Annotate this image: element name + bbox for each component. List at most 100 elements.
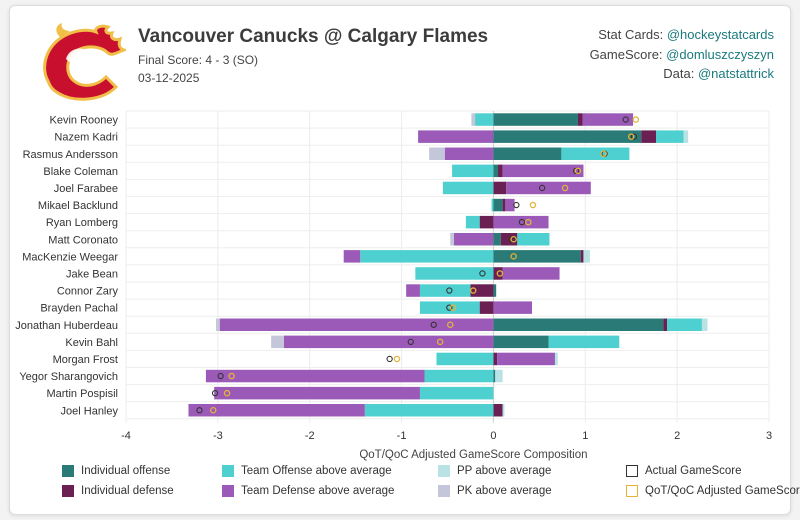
bar-segment-team-offense xyxy=(415,267,494,280)
bar-segment-team-offense xyxy=(561,147,630,160)
bar-segment-team-offense xyxy=(360,250,494,263)
bar-segment-team-offense xyxy=(465,215,480,229)
bar-segment-pk xyxy=(216,318,220,331)
calgary-flames-logo xyxy=(43,23,126,101)
bar-segment-pk xyxy=(471,113,476,126)
player-label: Nazem Kadri xyxy=(54,132,118,144)
adjusted-gamescore-marker xyxy=(210,406,217,414)
bar-segment-team-defense xyxy=(214,386,420,400)
bar-segment-individual-offense xyxy=(493,318,664,331)
actual-gamescore-marker xyxy=(386,355,393,363)
bar-segment-team-offense xyxy=(656,130,684,143)
bar-segment-pk xyxy=(429,147,445,160)
bar-segment-individual-defense xyxy=(493,404,503,417)
adjusted-gamescore-marker xyxy=(228,372,235,380)
bar-segment-pp xyxy=(554,352,558,366)
bar-segment-team-defense xyxy=(502,164,584,178)
actual-gamescore-marker xyxy=(211,389,219,397)
final-score: Final Score: 4 - 3 (SO) xyxy=(138,53,259,67)
player-label: Kevin Bahl xyxy=(65,337,118,349)
bar-segment-team-offense xyxy=(667,318,702,331)
player-label: Morgan Frost xyxy=(53,354,118,366)
bar-segment-pp xyxy=(583,250,590,263)
actual-gamescore-marker xyxy=(430,321,437,328)
player-label: Martin Pospisil xyxy=(46,388,118,400)
player-label: Kevin Rooney xyxy=(50,115,119,127)
credits: Stat Cards: @hockeystatcards GameScore: … xyxy=(590,25,774,84)
bar-segment-team-defense xyxy=(493,215,549,229)
bar-segment-team-defense xyxy=(444,147,494,160)
bar-segment-team-offense xyxy=(517,233,550,246)
x-tick-label: 0 xyxy=(490,430,496,442)
adjusted-gamescore-marker xyxy=(529,201,537,209)
credit-label: Stat Cards: xyxy=(598,27,667,42)
x-tick-label: -4 xyxy=(121,430,131,442)
bar-segment-pk xyxy=(450,233,454,246)
bar-segment-individual-defense xyxy=(577,113,583,126)
bar-segment-team-offense xyxy=(419,386,494,400)
bar-segment-individual-defense xyxy=(479,301,494,314)
actual-gamescore-marker xyxy=(196,407,203,414)
bar-segment-individual-defense xyxy=(498,164,503,178)
bar-segment-individual-defense xyxy=(641,130,657,143)
bar-segment-individual-offense xyxy=(493,369,496,383)
adjusted-gamescore-marker xyxy=(574,167,582,175)
player-label: Joel Hanley xyxy=(61,405,119,417)
credit-handle-link[interactable]: @natstattrick xyxy=(697,66,774,81)
bar-segment-individual-defense xyxy=(493,352,498,366)
x-tick-label: -2 xyxy=(305,430,315,442)
bar-segment-individual-defense xyxy=(493,181,507,195)
player-label: Ryan Lomberg xyxy=(46,217,118,229)
player-label: Rasmus Andersson xyxy=(23,149,118,161)
adjusted-gamescore-marker xyxy=(436,338,444,346)
bar-segment-individual-offense xyxy=(493,233,501,246)
bar-segment-team-offense xyxy=(442,181,494,195)
bar-segment-team-defense xyxy=(343,250,361,263)
bar-segment-team-offense xyxy=(548,335,620,349)
x-tick-label: -1 xyxy=(397,430,407,442)
credit-stat-cards: Stat Cards: @hockeystatcards xyxy=(590,25,774,45)
actual-gamescore-marker xyxy=(407,338,414,345)
bar-segment-individual-defense xyxy=(493,267,503,280)
adjusted-gamescore-marker xyxy=(469,287,477,294)
credit-gamescore: GameScore: @domluszczyszyn xyxy=(590,45,774,65)
bar-segment-team-defense xyxy=(506,181,591,195)
credit-handle-link[interactable]: @hockeystatcards xyxy=(666,27,774,42)
bar-segment-individual-offense xyxy=(493,250,581,263)
game-date: 03-12-2025 xyxy=(138,71,200,85)
bar-segment-individual-offense xyxy=(493,198,503,212)
adjusted-gamescore-marker xyxy=(223,389,231,397)
bar-segment-team-offense xyxy=(475,113,494,126)
x-tick-label: 3 xyxy=(766,430,772,442)
bar-segment-individual-offense xyxy=(493,113,578,126)
bar-segment-team-defense xyxy=(418,130,494,143)
bar-segment-individual-offense xyxy=(493,335,549,349)
bar-segment-individual-defense xyxy=(502,198,506,212)
x-tick-label: 2 xyxy=(674,430,680,442)
actual-gamescore-marker xyxy=(630,133,638,140)
bar-segment-team-offense xyxy=(491,198,494,212)
credit-data: Data: @natstattrick xyxy=(590,64,774,84)
adjusted-gamescore-marker xyxy=(525,218,532,226)
bar-segment-team-offense xyxy=(436,352,494,366)
adjusted-gamescore-marker xyxy=(561,184,569,192)
bar-segment-individual-offense xyxy=(493,147,562,160)
bar-segment-pp xyxy=(502,404,505,417)
bar-segment-team-defense xyxy=(219,318,494,331)
bar-segment-team-defense xyxy=(502,267,560,280)
bar-segment-pp xyxy=(683,130,689,143)
credit-handle-link[interactable]: @domluszczyszyn xyxy=(666,46,774,62)
page-title: Vancouver Canucks @ Calgary Flames xyxy=(138,26,489,47)
player-label: Jake Bean xyxy=(66,268,118,280)
x-tick-label: -3 xyxy=(213,430,223,442)
player-label: Jonathan Huberdeau xyxy=(15,320,118,332)
bar-segment-pp xyxy=(495,369,503,383)
bar-segment-pp xyxy=(701,318,708,331)
player-label: Connor Zary xyxy=(57,286,119,298)
adjusted-gamescore-marker xyxy=(496,270,504,277)
actual-gamescore-marker xyxy=(217,372,224,380)
actual-gamescore-marker xyxy=(518,218,526,226)
bar-segment-individual-offense xyxy=(493,284,497,297)
bar-segment-team-offense xyxy=(452,164,494,178)
